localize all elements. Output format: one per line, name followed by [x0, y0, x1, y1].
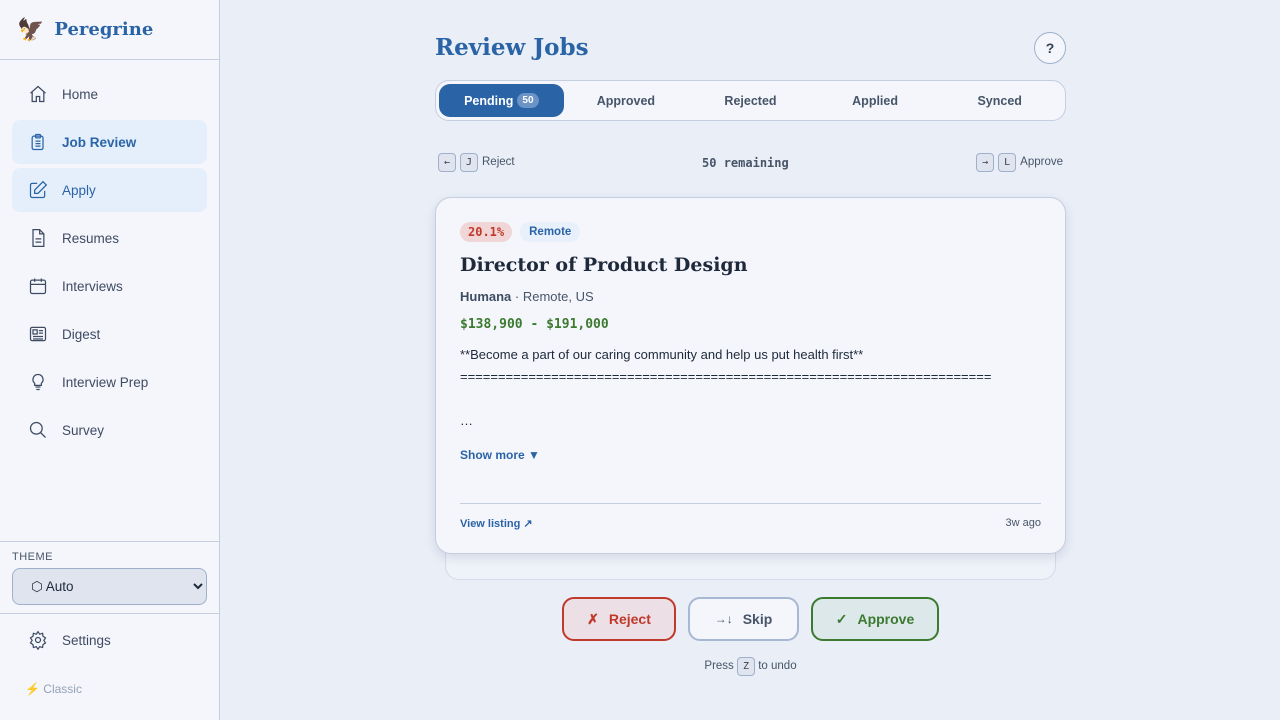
sidebar-item-home[interactable]: Home — [12, 72, 207, 116]
tab-approved[interactable]: Approved — [596, 93, 656, 108]
settings-label: Settings — [62, 632, 111, 648]
view-listing-link[interactable]: View listing ↗ — [460, 518, 533, 530]
skip-button[interactable]: →↓ Skip — [688, 597, 799, 641]
sidebar-item-label: Interviews — [62, 278, 123, 294]
document-icon — [32, 229, 45, 247]
approve-shortcut-hint: → L Approve — [976, 153, 1063, 172]
match-score-badge: 20.1% — [460, 222, 513, 242]
left-arrow-key: ← — [438, 153, 456, 172]
salary-range: $138,900 - $191,000 — [460, 317, 609, 332]
page-title: Review Jobs — [435, 34, 589, 61]
tab-pending[interactable]: Pending 50 — [439, 84, 564, 117]
status-tabs: Pending 50 Approved Rejected Applied Sync… — [435, 80, 1066, 121]
sidebar-item-interview-prep[interactable]: Interview Prep — [12, 360, 207, 404]
sidebar-nav: Home Job Review Apply Resumes Interviews… — [0, 60, 219, 452]
tab-applied[interactable]: Applied — [852, 93, 898, 108]
company-name: Humana — [460, 289, 512, 304]
approve-label: Approve — [857, 611, 915, 627]
tab-synced[interactable]: Synced — [977, 93, 1022, 108]
l-key: L — [998, 153, 1017, 172]
edit-icon — [29, 180, 48, 199]
reject-shortcut-hint: ← J Reject — [438, 153, 515, 172]
job-card[interactable]: 20.1% Remote Director of Product Design … — [435, 197, 1066, 554]
sidebar-item-apply[interactable]: Apply — [12, 168, 207, 212]
sidebar-item-label: Home — [62, 86, 99, 102]
action-buttons: ✗ Reject →↓ Skip ✓ Approve — [562, 597, 939, 641]
tab-label: Pending — [464, 93, 514, 108]
newspaper-icon — [29, 326, 47, 342]
classic-link[interactable]: ⚡ Classic — [25, 682, 82, 696]
z-key: Z — [737, 657, 756, 676]
company-location: Humana · Remote, US — [460, 289, 594, 304]
x-icon: ✗ — [587, 610, 599, 627]
reject-button[interactable]: ✗ Reject — [562, 597, 676, 641]
skip-label: Skip — [742, 611, 773, 627]
undo-pre: Press — [704, 660, 734, 672]
home-icon — [30, 85, 46, 103]
sidebar-item-label: Digest — [62, 326, 101, 342]
sidebar-item-label: Apply — [62, 182, 96, 198]
sidebar-item-settings[interactable]: Settings — [28, 630, 111, 650]
sidebar-item-resumes[interactable]: Resumes — [12, 216, 207, 260]
job-location: Remote, US — [522, 289, 594, 304]
theme-label: THEME — [12, 551, 53, 563]
show-more-button[interactable]: Show more ▼ — [460, 448, 540, 462]
brand[interactable]: 🦅 Peregrine — [0, 0, 219, 60]
sidebar-item-label: Job Review — [62, 134, 137, 150]
gear-icon — [29, 630, 47, 650]
right-arrow-key: → — [976, 153, 995, 172]
approve-button[interactable]: ✓ Approve — [811, 597, 939, 641]
sidebar-item-label: Interview Prep — [62, 374, 149, 390]
remaining-count: 50 remaining — [702, 155, 789, 170]
lightbulb-icon — [32, 373, 44, 391]
j-key: J — [460, 153, 478, 172]
sidebar: 🦅 Peregrine Home Job Review Apply Resume… — [0, 0, 220, 720]
description-line: **Become a part of our caring community … — [460, 347, 864, 362]
posted-age: 3w ago — [1005, 517, 1041, 529]
description-ellipsis: … — [460, 413, 473, 428]
theme-select[interactable]: ⬡ Auto — [12, 568, 207, 605]
undo-hint: Press Z to undo — [435, 657, 1066, 676]
eagle-logo-icon: 🦅 — [17, 16, 45, 42]
undo-post: to undo — [758, 660, 797, 672]
approve-hint-label: Approve — [1020, 156, 1063, 168]
sidebar-item-digest[interactable]: Digest — [12, 312, 207, 356]
check-icon: ✓ — [835, 610, 848, 627]
tab-rejected[interactable]: Rejected — [724, 93, 777, 108]
clipboard-icon — [31, 133, 44, 151]
description-line: ========================================… — [460, 369, 992, 384]
help-button[interactable]: ? — [1034, 32, 1066, 64]
search-icon — [29, 421, 46, 438]
sidebar-item-job-review[interactable]: Job Review — [12, 120, 207, 164]
sidebar-item-label: Survey — [62, 422, 105, 438]
calendar-icon — [29, 278, 47, 295]
sidebar-item-label: Resumes — [62, 230, 120, 246]
job-title: Director of Product Design — [460, 254, 748, 276]
shortcut-bar: ← J Reject 50 remaining → L Approve — [438, 153, 1063, 172]
sidebar-item-survey[interactable]: Survey — [12, 408, 207, 452]
brand-name: Peregrine — [54, 19, 154, 40]
sidebar-item-interviews[interactable]: Interviews — [12, 264, 207, 308]
skip-arrow-icon: →↓ — [714, 612, 733, 626]
remote-badge: Remote — [520, 222, 581, 242]
pending-count-badge: 50 — [517, 93, 539, 108]
reject-label: Reject — [608, 611, 651, 627]
job-description: **Become a part of our caring community … — [460, 344, 1041, 440]
reject-hint-label: Reject — [482, 156, 515, 168]
theme-section: THEME ⬡ Auto — [0, 541, 219, 614]
